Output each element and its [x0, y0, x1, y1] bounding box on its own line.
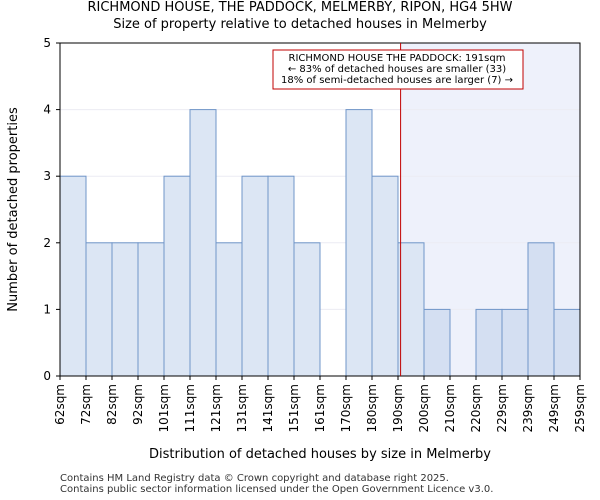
histogram-bar — [241, 175, 269, 377]
annotation-line-2: ← 83% of detached houses are smaller (33… — [288, 64, 506, 75]
histogram-bar — [215, 242, 243, 377]
x-tick-label: 121sqm — [209, 384, 223, 432]
histogram-bar — [137, 242, 165, 377]
y-tick-label: 5 — [43, 36, 51, 50]
histogram-chart: 0 1 2 3 4 5 62sqm 72sqm 82sqm 92sqm 101sqm 111sqm 1… — [6, 36, 587, 462]
histogram-bar — [553, 308, 581, 377]
y-tick-label: 0 — [43, 369, 51, 383]
footer-line-2: Contains public sector information licen… — [60, 484, 494, 495]
histogram-bar — [397, 242, 425, 377]
histogram-bar — [527, 242, 555, 377]
x-tick-label: 151sqm — [287, 384, 301, 432]
y-tick-label: 3 — [43, 169, 51, 183]
histogram-bar — [59, 175, 87, 377]
x-tick-label: 229sqm — [495, 384, 509, 432]
histogram-bar — [345, 109, 373, 377]
histogram-bar — [267, 175, 295, 377]
x-tick-label: 111sqm — [183, 384, 197, 432]
x-tick-label: 161sqm — [313, 384, 327, 432]
x-tick-label: 72sqm — [79, 384, 93, 425]
y-tick-label: 2 — [43, 236, 51, 250]
x-axis-label: Distribution of detached houses by size … — [149, 447, 491, 462]
x-tick-label: 190sqm — [391, 384, 405, 432]
annotation-box — [272, 49, 524, 90]
histogram-bar — [371, 175, 399, 377]
x-tick-label: 200sqm — [417, 384, 431, 432]
x-tick-label: 170sqm — [339, 384, 353, 432]
histogram-bar — [475, 308, 503, 377]
chart-title: RICHMOND HOUSE, THE PADDOCK, MELMERBY, R… — [87, 0, 513, 15]
histogram-bar — [501, 308, 529, 377]
histogram-bar — [111, 242, 139, 377]
y-tick-label: 1 — [43, 302, 51, 316]
histogram-bar — [293, 242, 321, 377]
x-tick-label: 249sqm — [547, 384, 561, 432]
histogram-bar — [163, 175, 191, 377]
x-tick-label: 92sqm — [131, 384, 145, 425]
x-tick-label: 82sqm — [105, 384, 119, 425]
chart-subtitle: Size of property relative to detached ho… — [113, 17, 487, 32]
y-tick-label: 4 — [43, 103, 51, 117]
x-tick-label: 220sqm — [469, 384, 483, 432]
x-tick-label: 210sqm — [443, 384, 457, 432]
x-tick-label: 62sqm — [53, 384, 67, 425]
x-tick-label: 239sqm — [521, 384, 535, 432]
x-tick-label: 259sqm — [573, 384, 587, 432]
histogram-bar — [189, 109, 217, 377]
x-tick-label: 141sqm — [261, 384, 275, 432]
x-tick-label: 131sqm — [235, 384, 249, 432]
x-tick-label: 101sqm — [157, 384, 171, 432]
histogram-bar — [423, 308, 451, 377]
histogram-bar — [85, 242, 113, 377]
annotation-line-3: 18% of semi-detached houses are larger (… — [281, 75, 513, 86]
annotation-line-1: RICHMOND HOUSE THE PADDOCK: 191sqm — [289, 53, 506, 64]
x-tick-label: 180sqm — [365, 384, 379, 432]
footer-line-1: Contains HM Land Registry data © Crown c… — [60, 473, 449, 484]
y-axis-label: Number of detached properties — [6, 107, 21, 312]
